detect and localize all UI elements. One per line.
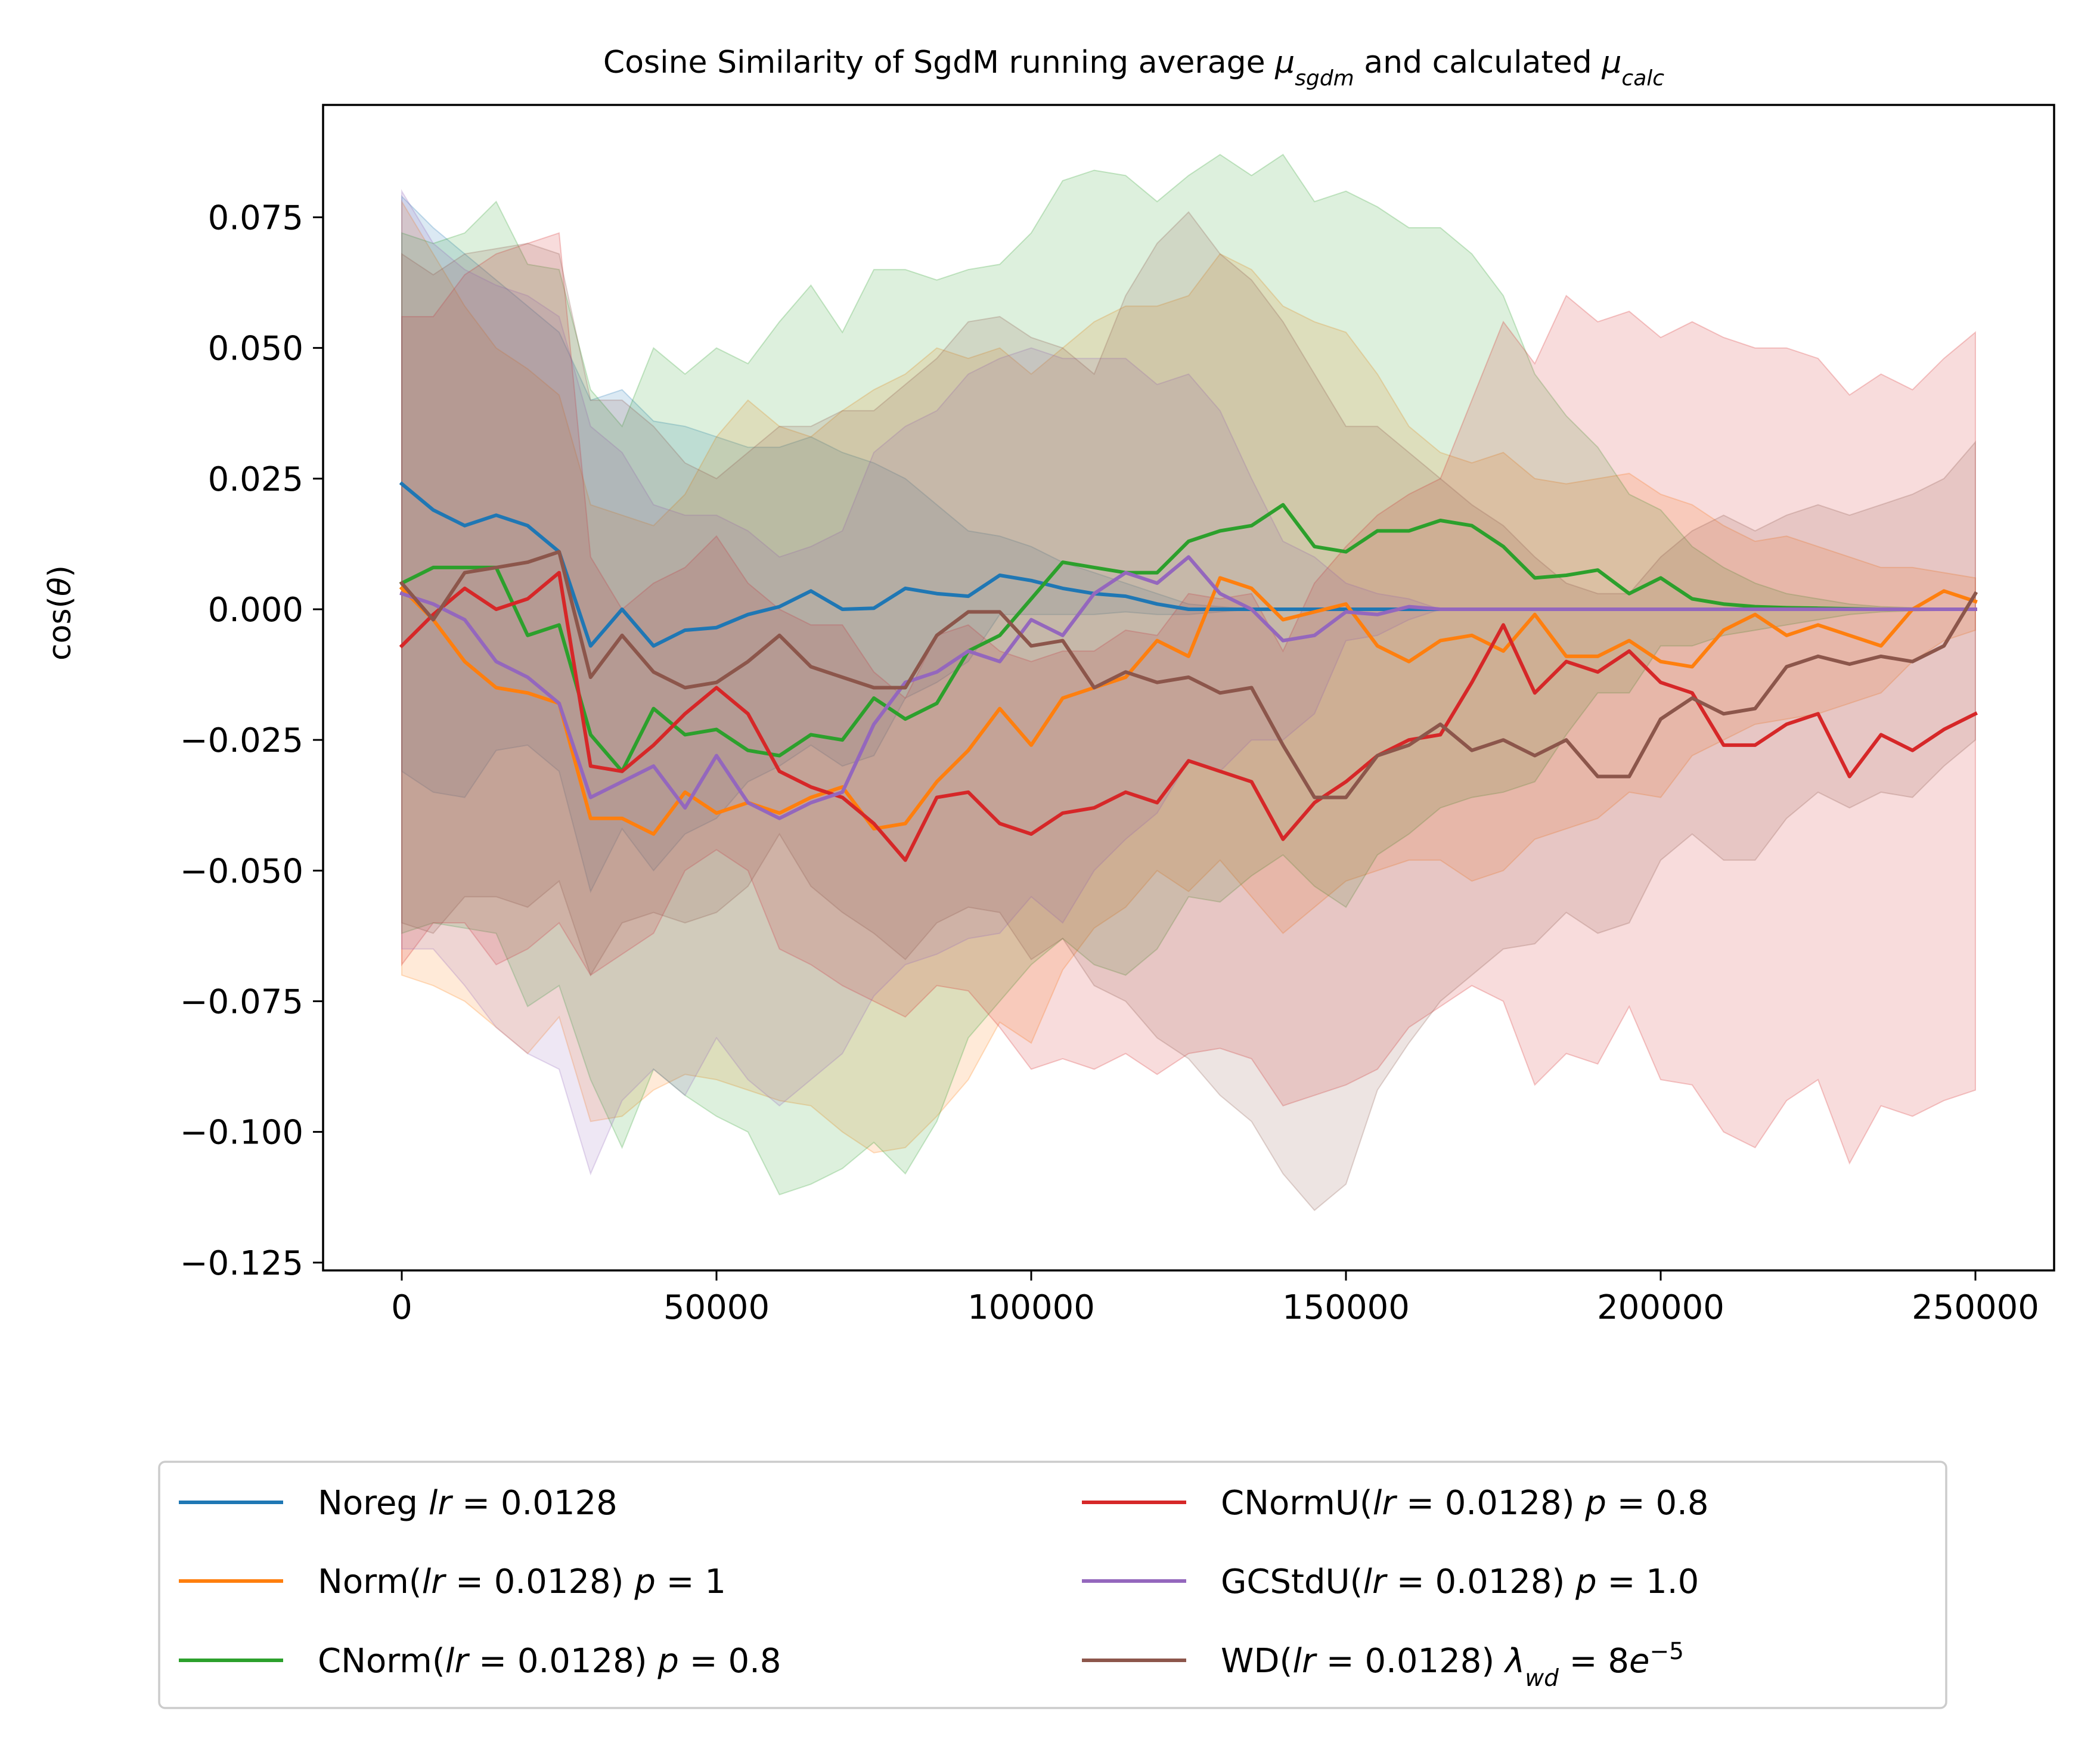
legend-label-2: CNorm(lr = 0.0128) p = 0.8 — [318, 1642, 781, 1681]
text-part: lr — [422, 1563, 447, 1601]
text-part: lr — [1363, 1563, 1388, 1601]
y-tick-label: −0.075 — [180, 983, 303, 1022]
x-axis: 0 50000 100000 150000 200000 250000 — [391, 1270, 2039, 1327]
text-part: Cosine Similarity of SgdM running averag… — [603, 45, 1275, 80]
text-part: p — [657, 1642, 679, 1681]
y-tick-label: −0.025 — [180, 721, 303, 760]
text-part: = 0.0128) — [1316, 1642, 1505, 1681]
text-part: sgdm — [1295, 66, 1354, 91]
text-part: p — [634, 1563, 656, 1601]
y-tick-label: −0.100 — [180, 1114, 303, 1152]
text-part: = 0.0128) — [1386, 1563, 1575, 1601]
x-tick-label: 200000 — [1597, 1288, 1724, 1327]
legend-label-1: Norm(lr = 0.0128) p = 1 — [318, 1563, 726, 1601]
text-part: Noreg — [318, 1484, 429, 1523]
y-tick-label: −0.050 — [180, 852, 303, 891]
text-part: ) — [42, 565, 78, 577]
y-tick-label: −0.125 — [180, 1244, 303, 1283]
text-part: e — [1629, 1642, 1649, 1681]
y-axis-label: cos(θ) — [42, 565, 78, 661]
y-tick-label: 0.050 — [208, 330, 303, 368]
text-part: −5 — [1649, 1638, 1684, 1665]
text-part: = 0.0128) — [1395, 1484, 1585, 1523]
text-part: WD( — [1221, 1642, 1292, 1681]
text-part: = 0.8 — [1606, 1484, 1709, 1523]
text-part: p — [1584, 1484, 1606, 1523]
text-part: GCStdU( — [1221, 1563, 1363, 1601]
legend-label-0: Noreg lr = 0.0128 — [318, 1484, 618, 1523]
text-part: μ — [1274, 45, 1295, 80]
line-series-4 — [399, 555, 1977, 820]
text-part: = 0.0128) — [445, 1563, 634, 1601]
text-part: θ — [42, 577, 78, 596]
text-part: lr — [1373, 1484, 1398, 1523]
text-part: = 0.0128) — [468, 1642, 657, 1681]
x-tick-label: 0 — [391, 1288, 412, 1327]
text-part: lr — [429, 1484, 454, 1523]
plot-frame — [322, 104, 2055, 1272]
text-part: = 1.0 — [1597, 1563, 1699, 1601]
text-part: = 0.0128 — [451, 1484, 617, 1523]
band-series-5 — [401, 211, 1976, 1211]
series-lines — [399, 481, 1978, 862]
text-part: cos( — [42, 596, 78, 661]
y-axis: 0.075 0.050 0.025 0.000 −0.025 −0.050 −0.075 −0… — [180, 199, 323, 1283]
text-part: lr — [445, 1642, 470, 1681]
text-part: wd — [1525, 1665, 1559, 1692]
x-tick-label: 100000 — [967, 1288, 1095, 1327]
chart-title: Cosine Similarity of SgdM running averag… — [603, 45, 1664, 91]
legend-label-5: WD(lr = 0.0128) λwd = 8e−5 — [1221, 1638, 1684, 1692]
y-tick-label: 0.000 — [208, 591, 303, 630]
text-part: = 0.8 — [679, 1642, 781, 1681]
confidence-bands — [401, 153, 1976, 1211]
text-part: μ — [1601, 45, 1621, 80]
text-part: CNormU( — [1221, 1484, 1373, 1523]
x-tick-label: 250000 — [1912, 1288, 2039, 1327]
line-series-1 — [399, 576, 1978, 836]
text-part: = 8 — [1559, 1642, 1629, 1681]
y-tick-label: 0.025 — [208, 460, 303, 499]
text-part: calc — [1621, 66, 1664, 91]
legend-label-3: CNormU(lr = 0.0128) p = 0.8 — [1221, 1484, 1709, 1523]
text-part: p — [1575, 1563, 1597, 1601]
x-tick-label: 50000 — [663, 1288, 770, 1327]
text-part: = 1 — [656, 1563, 726, 1601]
x-tick-label: 150000 — [1282, 1288, 1410, 1327]
text-part: lr — [1292, 1642, 1317, 1681]
legend-label-4: GCStdU(lr = 0.0128) p = 1.0 — [1221, 1563, 1699, 1601]
text-part: Norm( — [318, 1563, 422, 1601]
text-part: λ — [1503, 1642, 1525, 1681]
line-series-3 — [399, 571, 1978, 862]
y-tick-label: 0.075 — [208, 199, 303, 237]
line-series-5 — [399, 550, 1978, 799]
legend-frame — [158, 1461, 1947, 1709]
text-part: and calculated — [1354, 45, 1602, 80]
line-series-2 — [399, 503, 1977, 773]
text-part: CNorm( — [318, 1642, 445, 1681]
